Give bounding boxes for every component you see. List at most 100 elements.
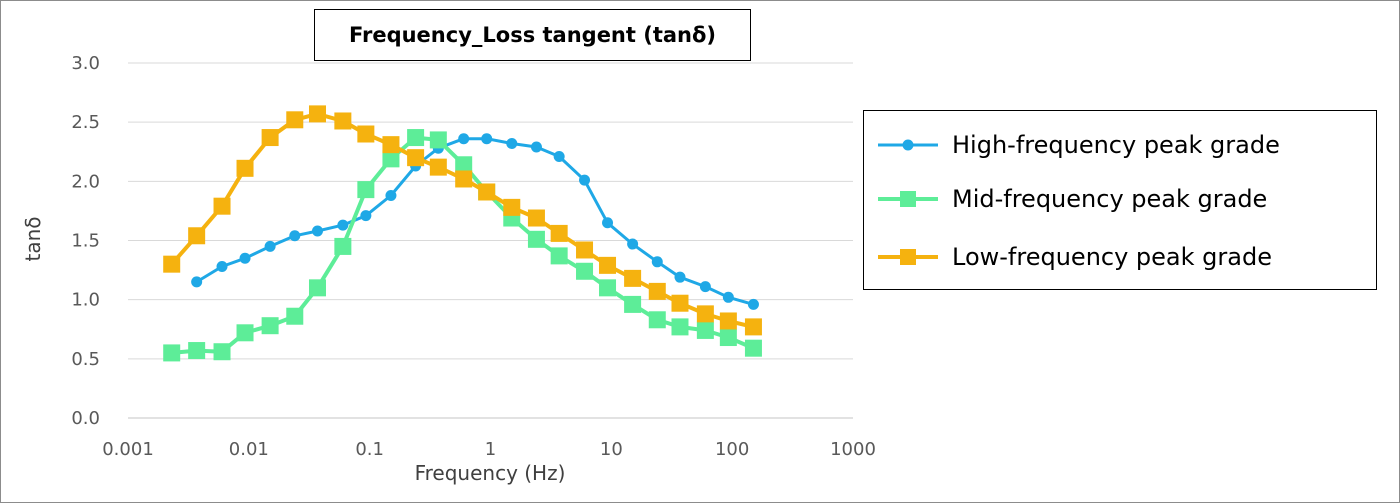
data-point-mid	[213, 343, 231, 361]
chart-title: Frequency_Loss tangent (tanδ)	[348, 23, 717, 47]
data-point-mid	[744, 339, 762, 357]
legend-item-low: Low-frequency peak grade	[876, 237, 1272, 277]
x-tick-label: 1000	[830, 439, 876, 460]
data-point-mid	[163, 344, 181, 362]
data-point-mid	[455, 156, 473, 174]
data-point-low	[648, 282, 666, 300]
data-point-low	[213, 197, 231, 215]
data-point-mid	[576, 262, 594, 280]
y-tick-label: 0.0	[71, 408, 100, 429]
data-point-low	[261, 129, 279, 147]
data-point-low	[163, 255, 181, 273]
data-point-low	[236, 159, 254, 177]
data-point-low	[576, 241, 594, 259]
y-tick-label: 2.0	[71, 171, 100, 192]
data-point-high	[674, 271, 686, 283]
data-point-low	[455, 170, 473, 188]
legend-item-mid: Mid-frequency peak grade	[876, 179, 1267, 219]
data-point-mid	[188, 342, 206, 360]
legend-label-low: Low-frequency peak grade	[952, 243, 1272, 271]
data-point-mid	[696, 321, 714, 339]
data-point-mid	[527, 230, 545, 248]
series-lines	[163, 105, 762, 362]
data-point-high	[458, 133, 470, 145]
data-point-low	[334, 112, 352, 130]
series-line-low	[170, 111, 754, 329]
data-point-high	[360, 210, 372, 222]
data-point-high	[337, 219, 349, 231]
legend-swatch-low	[878, 249, 938, 265]
data-point-mid	[357, 181, 375, 199]
data-point-high	[264, 240, 276, 252]
legend-swatch-high	[878, 139, 938, 151]
data-point-high	[699, 281, 711, 293]
data-point-mid	[599, 279, 617, 297]
data-point-low	[503, 198, 521, 216]
x-tick-label: 0.1	[355, 439, 384, 460]
data-point-mid	[236, 324, 254, 342]
data-point-mid	[429, 131, 447, 149]
series-low	[163, 105, 762, 336]
x-tick-label: 10	[600, 439, 623, 460]
data-point-mid	[286, 307, 304, 325]
data-point-high	[747, 298, 759, 310]
tick-labels: 0.0 0.5 1.0 1.5 2.0 2.5 3.0 0.001 0.01 0.1 1 10 100 1…	[71, 53, 876, 460]
data-point-mid	[671, 318, 689, 336]
data-point-high	[579, 174, 591, 186]
data-point-high	[506, 137, 518, 149]
data-point-low	[357, 125, 375, 143]
data-point-mid	[719, 329, 737, 347]
data-point-high	[530, 141, 542, 153]
series-line-high	[195, 137, 754, 306]
data-point-low	[696, 305, 714, 323]
data-point-mid	[648, 311, 666, 329]
y-tick-label: 1.5	[71, 231, 100, 252]
data-point-low	[478, 183, 496, 201]
chart-title-box: Frequency_Loss tangent (tanδ)	[314, 9, 751, 61]
data-point-high	[627, 238, 639, 250]
y-tick-label: 3.0	[71, 53, 100, 74]
data-point-low	[624, 269, 642, 287]
legend: High-frequency peak grade Mid-frequency …	[863, 110, 1377, 290]
data-point-low	[188, 227, 206, 245]
y-tick-label: 0.5	[71, 349, 100, 370]
y-tick-label: 2.5	[71, 112, 100, 133]
data-point-low	[407, 149, 425, 167]
data-point-mid	[550, 247, 568, 265]
data-point-high	[602, 217, 614, 229]
gridlines	[128, 62, 853, 419]
data-point-low	[671, 294, 689, 312]
legend-item-high: High-frequency peak grade	[876, 125, 1280, 165]
y-axis-title: tanδ	[21, 216, 45, 261]
data-point-high	[191, 276, 203, 288]
data-point-mid	[308, 279, 326, 297]
x-tick-label: 0.01	[229, 439, 269, 460]
data-point-high	[481, 133, 493, 145]
x-tick-label: 1	[485, 439, 496, 460]
data-point-high	[289, 230, 301, 242]
legend-label-mid: Mid-frequency peak grade	[952, 185, 1268, 213]
series-high	[191, 133, 759, 310]
x-tick-label: 0.001	[102, 439, 154, 460]
data-point-high	[216, 261, 228, 273]
data-point-high	[553, 150, 565, 162]
x-tick-label: 100	[715, 439, 749, 460]
data-point-high	[651, 256, 663, 268]
data-point-high	[385, 190, 397, 202]
x-axis-title: Frequency (Hz)	[415, 461, 566, 485]
data-point-low	[744, 318, 762, 336]
data-point-low	[382, 136, 400, 154]
data-point-mid	[382, 150, 400, 168]
data-point-high	[239, 252, 251, 264]
data-point-mid	[334, 237, 352, 255]
data-point-high	[722, 291, 734, 303]
data-point-mid	[624, 295, 642, 313]
data-point-low	[550, 224, 568, 242]
data-point-high	[311, 225, 323, 237]
data-point-low	[429, 158, 447, 176]
data-point-mid	[407, 129, 425, 147]
data-point-low	[719, 312, 737, 330]
legend-swatch-mid	[878, 191, 938, 207]
data-point-low	[599, 256, 617, 274]
